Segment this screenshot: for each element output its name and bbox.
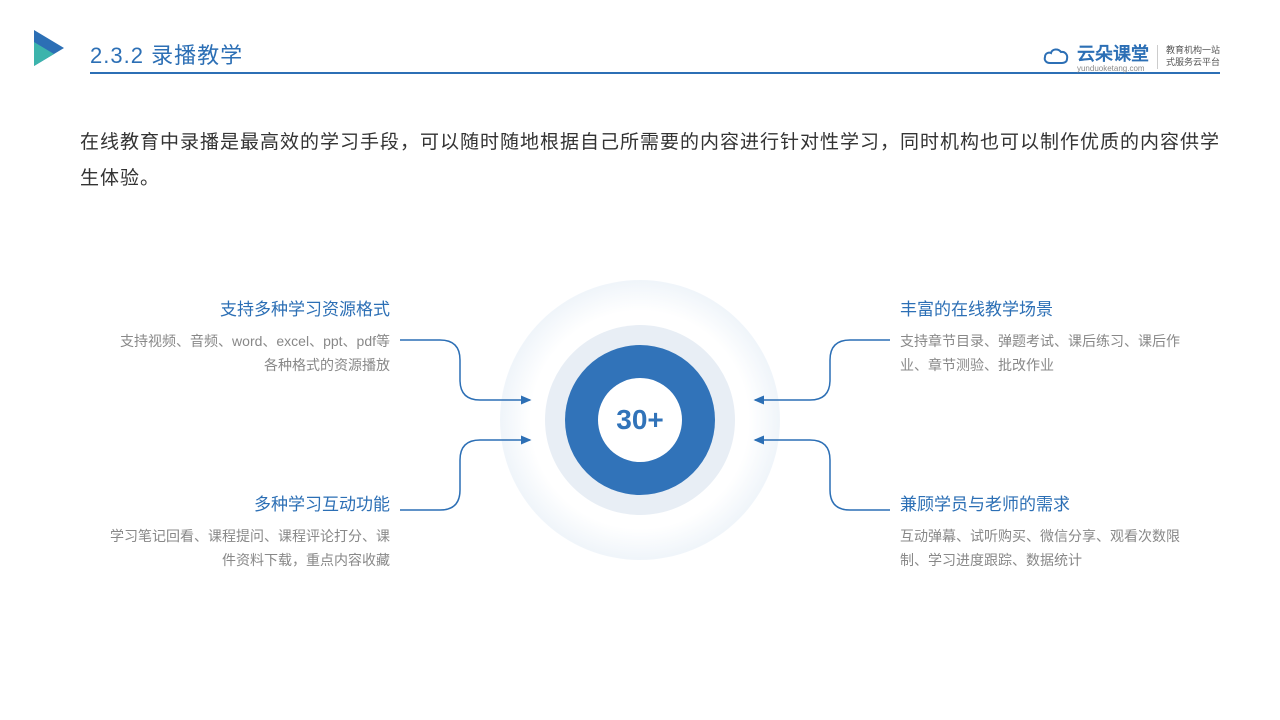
logo-tagline: 教育机构一站 式服务云平台 <box>1166 45 1220 68</box>
feature-top-left: 支持多种学习资源格式 支持视频、音频、word、excel、ppt、pdf等各种… <box>110 295 390 378</box>
section-title-text: 录播教学 <box>151 43 243 68</box>
feature-desc: 支持章节目录、弹题考试、课后练习、课后作业、章节测验、批改作业 <box>900 330 1180 378</box>
feature-bottom-right: 兼顾学员与老师的需求 互动弹幕、试听购买、微信分享、观看次数限制、学习进度跟踪、… <box>900 490 1180 573</box>
feature-title: 多种学习互动功能 <box>110 490 390 515</box>
feature-bottom-left: 多种学习互动功能 学习笔记回看、课程提问、课程评论打分、课件资料下载，重点内容收… <box>110 490 390 573</box>
cloud-icon <box>1043 47 1069 67</box>
logo-brand-url: yunduoketang.com <box>1077 64 1149 73</box>
section-number: 2.3.2 <box>90 43 144 68</box>
logo-brand-name: 云朵课堂 <box>1077 40 1149 66</box>
slide-header: 2.3.2 录播教学 云朵课堂 yunduoketang.com 教育机构一站 … <box>30 28 1250 78</box>
feature-desc: 互动弹幕、试听购买、微信分享、观看次数限制、学习进度跟踪、数据统计 <box>900 525 1180 573</box>
section-title: 2.3.2 录播教学 <box>90 38 243 70</box>
play-arrow-icon <box>30 28 70 68</box>
feature-title: 支持多种学习资源格式 <box>110 295 390 320</box>
center-value: 30+ <box>598 378 682 462</box>
feature-desc: 学习笔记回看、课程提问、课程评论打分、课件资料下载，重点内容收藏 <box>110 525 390 573</box>
feature-top-right: 丰富的在线教学场景 支持章节目录、弹题考试、课后练习、课后作业、章节测验、批改作… <box>900 295 1180 378</box>
brand-logo: 云朵课堂 yunduoketang.com 教育机构一站 式服务云平台 <box>1043 40 1220 73</box>
feature-title: 兼顾学员与老师的需求 <box>900 490 1180 515</box>
feature-title: 丰富的在线教学场景 <box>900 295 1180 320</box>
feature-desc: 支持视频、音频、word、excel、ppt、pdf等各种格式的资源播放 <box>110 330 390 378</box>
logo-divider <box>1157 45 1158 69</box>
intro-paragraph: 在线教育中录播是最高效的学习手段，可以随时随地根据自己所需要的内容进行针对性学习… <box>80 125 1220 197</box>
